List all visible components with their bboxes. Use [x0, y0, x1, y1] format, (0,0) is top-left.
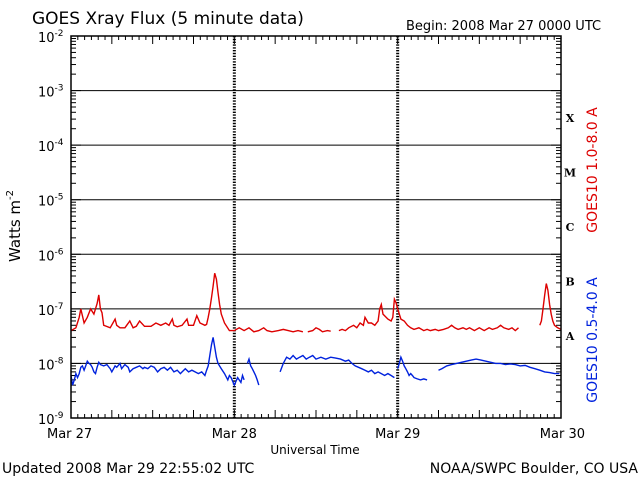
flare-class-label: A	[565, 330, 575, 343]
flare-class-label: C	[566, 221, 575, 234]
y-axis-label-exp: -2	[5, 190, 16, 200]
flare-class-label: B	[565, 276, 574, 289]
y-tick-label: 10-2	[38, 29, 64, 46]
plot-frame	[70, 35, 562, 419]
x-tick-label: Mar 30	[540, 427, 585, 442]
x-tick-label: Mar 28	[212, 427, 257, 442]
y-tick-label: 10-4	[38, 138, 64, 155]
series-line	[397, 355, 428, 381]
series-line	[338, 296, 519, 332]
series-line	[279, 354, 395, 379]
legend-series-short: GOES10 0.5-4.0 A	[585, 277, 601, 403]
x-tick-label: Mar 29	[375, 427, 420, 442]
x-tick-label: Mar 27	[47, 427, 92, 442]
y-tick-label: 10-5	[38, 193, 64, 210]
flare-class-label: M	[564, 166, 576, 179]
legend-series-long: GOES10 1.0-8.0 A	[585, 107, 601, 233]
x-axis-label: Universal Time	[270, 443, 359, 457]
y-axis-label-text: Watts m	[6, 200, 24, 262]
series-line	[70, 273, 304, 333]
credit-label: NOAA/SWPC Boulder, CO USA	[430, 461, 639, 477]
series-line	[438, 358, 560, 375]
y-tick-label: 10-6	[38, 247, 64, 264]
y-tick-label: 10-9	[38, 411, 64, 428]
updated-timestamp: Updated 2008 Mar 29 22:55:02 UTC	[2, 461, 255, 477]
chart-title: GOES Xray Flux (5 minute data)	[32, 9, 304, 29]
y-tick-label: 10-7	[38, 302, 64, 319]
y-tick-label: 10-3	[38, 84, 64, 101]
series-line	[70, 337, 245, 387]
y-axis-label: Watts m-2	[5, 190, 24, 262]
y-tick-label: 10-8	[38, 356, 64, 373]
series-line	[539, 283, 562, 331]
begin-label: Begin: 2008 Mar 27 0000 UTC	[406, 19, 601, 34]
series-line	[307, 326, 331, 333]
series-line	[246, 356, 260, 386]
flare-class-label: X	[566, 112, 575, 125]
